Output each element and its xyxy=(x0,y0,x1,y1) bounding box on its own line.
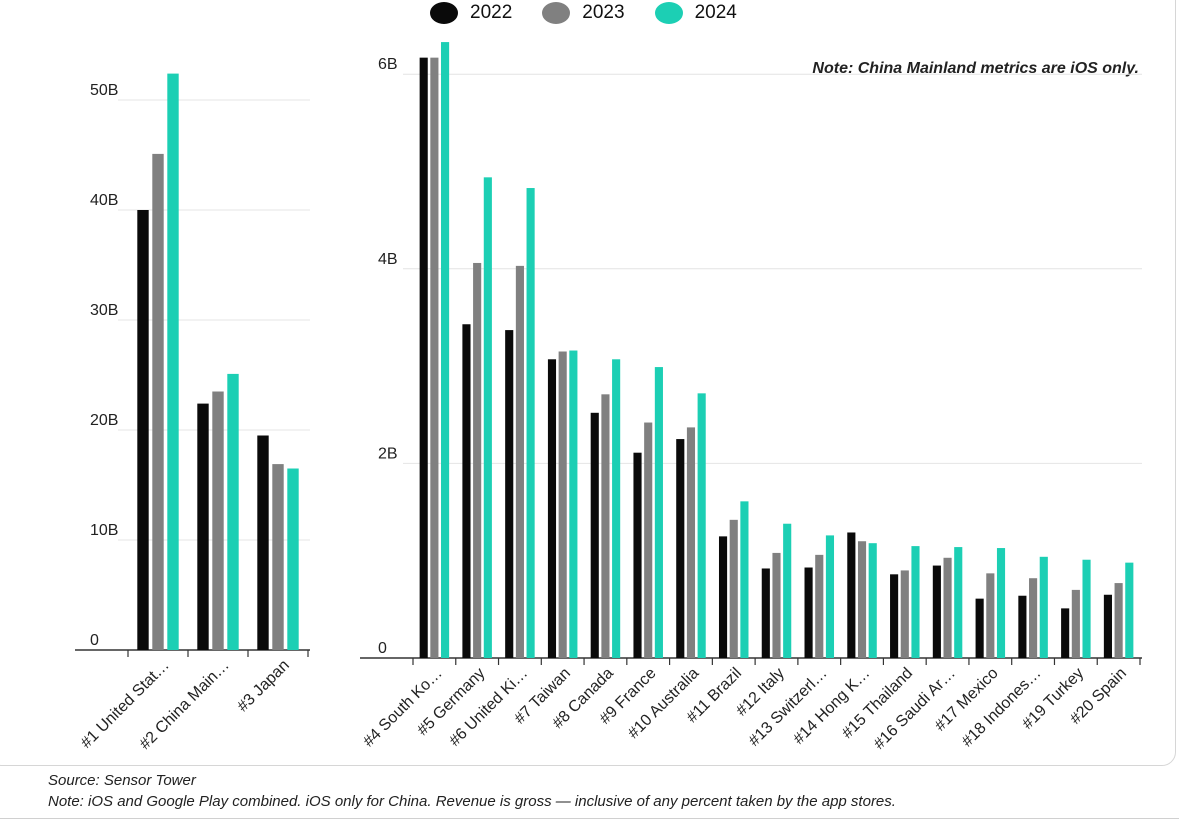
right-ytick-label: 2B xyxy=(378,445,398,462)
footnote-text: Note: iOS and Google Play combined. iOS … xyxy=(48,793,896,810)
right-bar xyxy=(729,519,738,658)
right-bar xyxy=(1018,595,1027,658)
right-bar xyxy=(954,547,963,658)
legend-swatch-2023 xyxy=(542,2,571,24)
right-bar xyxy=(505,330,514,658)
left-ytick-label: 50B xyxy=(90,82,118,99)
left-bar xyxy=(212,391,224,650)
right-bar xyxy=(772,552,781,658)
right-bar xyxy=(686,427,696,658)
right-bar xyxy=(1103,594,1112,658)
left-bar xyxy=(287,468,299,650)
right-ytick-label: 6B xyxy=(378,56,398,73)
right-bar xyxy=(612,359,621,658)
right-bar xyxy=(473,262,482,658)
left-bar xyxy=(197,403,209,650)
right-bar xyxy=(697,393,706,658)
right-bar xyxy=(633,452,642,658)
right-bar xyxy=(515,265,524,658)
right-bar xyxy=(441,42,450,659)
right-bar xyxy=(569,350,578,658)
left-ytick-label: 10B xyxy=(90,522,118,539)
right-bar xyxy=(1039,556,1048,658)
right-bar xyxy=(483,177,492,659)
right-bar xyxy=(943,557,952,658)
right-bar xyxy=(676,439,685,658)
left-ytick-label: 20B xyxy=(90,412,118,429)
right-bar xyxy=(996,548,1006,658)
right-bar xyxy=(890,574,899,658)
bottom-divider xyxy=(0,818,1179,819)
legend-swatch-2022 xyxy=(430,2,458,24)
right-bar xyxy=(430,57,439,658)
right-bar xyxy=(654,367,663,658)
right-bar xyxy=(911,546,920,658)
china-note: Note: China Mainland metrics are iOS onl… xyxy=(812,60,1139,77)
left-bar xyxy=(137,210,149,650)
right-bar xyxy=(590,412,599,658)
legend-item-2022: 2022 xyxy=(430,2,512,24)
right-bar xyxy=(601,394,610,658)
right-bar xyxy=(857,541,867,658)
right-bar xyxy=(1029,578,1038,658)
right-bar xyxy=(462,324,471,658)
legend-label-2024: 2024 xyxy=(694,2,737,23)
legend: 2022 2023 2024 xyxy=(430,0,737,26)
left-ytick-label: 30B xyxy=(90,302,118,319)
right-bar xyxy=(526,188,535,659)
right-bar xyxy=(718,536,728,658)
right-bar xyxy=(825,535,835,658)
right-bar xyxy=(815,554,824,658)
legend-label-2022: 2022 xyxy=(470,2,513,23)
left-bar xyxy=(152,153,164,650)
source-text: Source: Sensor Tower xyxy=(48,772,196,789)
right-bar xyxy=(1125,562,1134,658)
left-bar xyxy=(257,435,269,650)
legend-label-2023: 2023 xyxy=(582,2,625,23)
right-bar xyxy=(900,570,909,658)
left-bar xyxy=(272,464,284,650)
right-bar xyxy=(419,57,428,658)
right-bar xyxy=(986,573,995,658)
right-bar xyxy=(761,568,770,658)
right-bar xyxy=(932,565,941,658)
legend-item-2023: 2023 xyxy=(542,2,625,24)
right-ytick-label: 4B xyxy=(378,251,398,268)
right-bar xyxy=(547,359,557,658)
right-bar xyxy=(975,598,984,658)
legend-swatch-2024 xyxy=(654,2,683,24)
right-bar xyxy=(644,422,653,658)
right-bar xyxy=(740,501,749,658)
right-bar xyxy=(868,543,877,658)
right-ytick-label: 0 xyxy=(378,640,387,657)
left-bar xyxy=(167,73,179,651)
legend-item-2024: 2024 xyxy=(654,2,737,24)
right-category-label: #14 Hong K… xyxy=(790,665,873,748)
left-ytick-label: 40B xyxy=(90,192,118,209)
left-category-label: #3 Japan xyxy=(234,657,293,716)
right-bar xyxy=(558,351,567,658)
right-bar xyxy=(783,523,792,658)
right-bar xyxy=(847,532,856,658)
left-bar xyxy=(227,373,239,650)
right-bar xyxy=(1061,608,1070,658)
left-ytick-label: 0 xyxy=(90,632,99,649)
right-bar xyxy=(1071,589,1080,658)
right-bar xyxy=(804,567,813,658)
right-bar xyxy=(1114,583,1123,658)
right-bar xyxy=(1082,559,1091,658)
